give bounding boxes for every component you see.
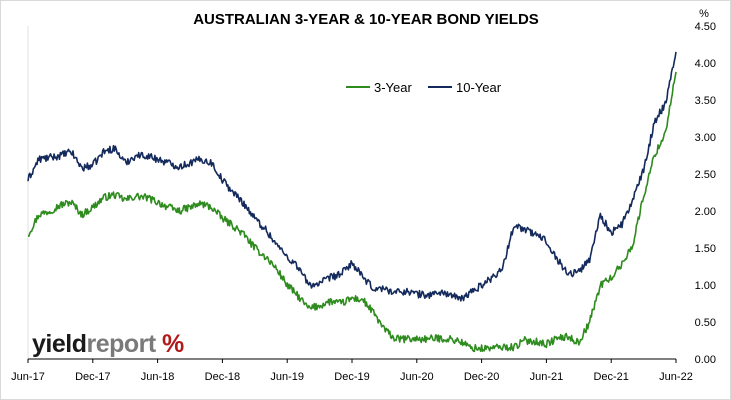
y-tick-label: 2.00 (695, 206, 716, 218)
logo-report-text: report (86, 330, 156, 358)
series-line-10-year (27, 51, 677, 302)
x-tick-label: Dec-18 (205, 371, 240, 383)
y-tick-label: 0.00 (695, 354, 716, 366)
x-tick-label: Jun-18 (141, 371, 175, 383)
x-tick-label: Jun-22 (659, 371, 693, 383)
y-tick-label: 3.50 (695, 95, 716, 107)
y-tick-label: 4.50 (695, 21, 716, 33)
y-axis: 0.00 0.50 1.00 1.50 2.00 2.50 3.00 3.50 4.00 4.50 (695, 21, 716, 366)
chart-title: AUSTRALIAN 3-YEAR & 10-YEAR BOND YIELDS (193, 11, 539, 28)
y-tick-label: 4.00 (695, 58, 716, 70)
y-tick-label: 2.50 (695, 169, 716, 181)
x-tick-label: Dec-21 (593, 371, 628, 383)
x-tick-label: Dec-17 (75, 371, 110, 383)
svg-text:yieldreport: yieldreport (32, 330, 157, 358)
x-tick-label: Jun-17 (11, 371, 45, 383)
x-tick-label: Jun-19 (270, 371, 304, 383)
x-tick-label: Jun-21 (530, 371, 564, 383)
y-tick-label: 0.50 (695, 317, 716, 329)
series-layer (27, 51, 677, 353)
yieldreport-logo: yieldreport % (32, 330, 184, 358)
x-tick-label: Dec-19 (334, 371, 369, 383)
logo-yield-text: yield (32, 330, 86, 358)
legend-label-10-year: 10-Year (456, 80, 502, 95)
y-axis-unit-label: % (699, 8, 709, 20)
legend-label-3-year: 3-Year (374, 80, 412, 95)
chart-legend: 3-Year 10-Year (346, 80, 502, 95)
x-tick-label: Jun-20 (400, 371, 434, 383)
y-tick-label: 1.00 (695, 280, 716, 292)
x-axis: Jun-17 Dec-17 Jun-18 Dec-18 Jun-19 Dec-19 Jun-… (11, 359, 693, 383)
y-tick-label: 3.00 (695, 132, 716, 144)
x-tick-label: Dec-20 (464, 371, 499, 383)
series-line-3-year (27, 71, 677, 353)
y-tick-label: 1.50 (695, 243, 716, 255)
logo-percent-symbol: % (162, 330, 184, 358)
